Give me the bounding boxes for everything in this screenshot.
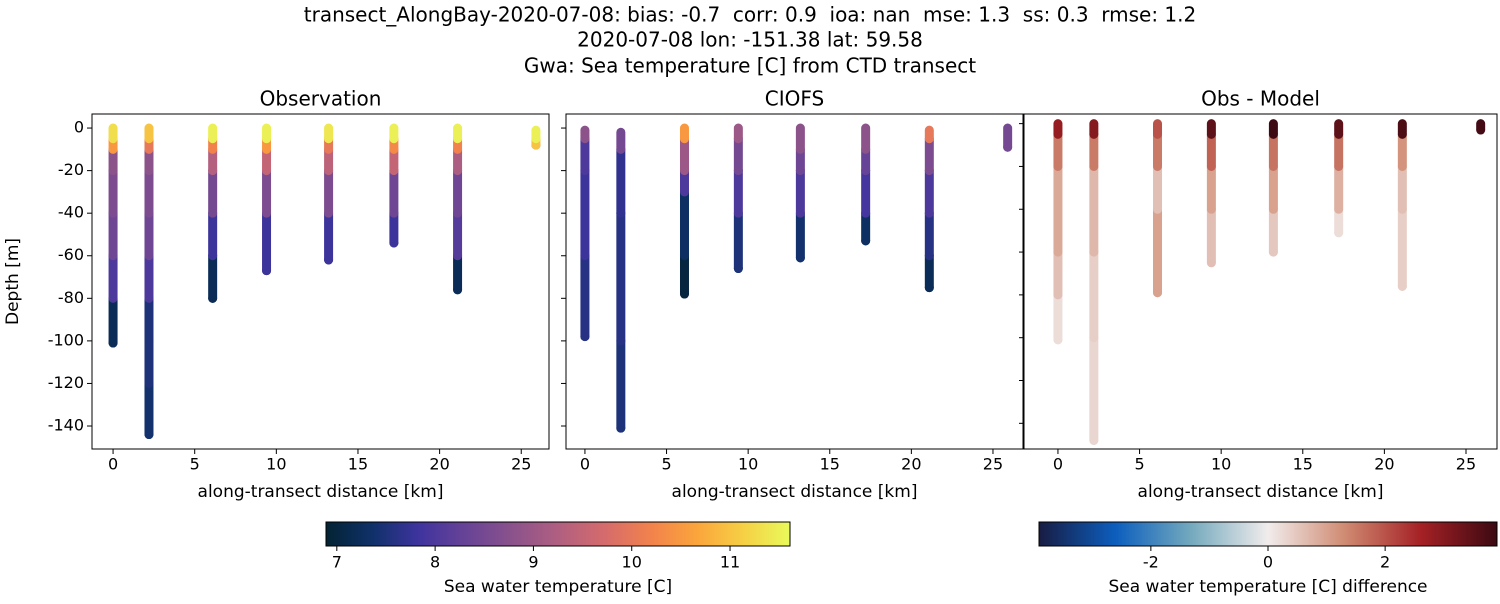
x-tick-label: 0 — [1053, 455, 1063, 474]
x-tick-label: 10 — [738, 455, 758, 474]
colorbar-label: Sea water temperature [C] — [444, 577, 672, 597]
x-tick-label: 25 — [1456, 455, 1476, 474]
x-tick-label: 5 — [661, 455, 671, 474]
colorbar-tick-label: 9 — [528, 553, 538, 572]
y-tick-label: -40 — [58, 203, 84, 222]
y-axis-label: Depth [m] — [3, 238, 23, 325]
y-tick-label: -140 — [48, 416, 84, 435]
y-tick-label: -20 — [58, 160, 84, 179]
colorbar-tick-label: 11 — [720, 553, 740, 572]
colorbar-tick-label: -2 — [1143, 553, 1159, 572]
colorbar-tick-label: 8 — [430, 553, 440, 572]
x-tick-label: 25 — [511, 455, 531, 474]
figure-title: transect_AlongBay-2020-07-08: bias: -0.7… — [304, 3, 1197, 27]
plot-frame — [91, 113, 550, 450]
x-tick-label: 10 — [1211, 455, 1231, 474]
panel-title: Obs - Model — [1201, 87, 1320, 111]
panel-title: Observation — [260, 87, 382, 111]
x-tick-label: 15 — [1293, 455, 1313, 474]
panel-title: CIOFS — [765, 87, 824, 111]
colorbar-tick-label: 0 — [1263, 553, 1273, 572]
x-tick-label: 0 — [580, 455, 590, 474]
x-tick-label: 5 — [190, 455, 200, 474]
x-axis-label: along-transect distance [km] — [198, 482, 444, 502]
x-tick-label: 10 — [266, 455, 286, 474]
y-tick-label: -80 — [58, 288, 84, 307]
plot-frame — [565, 113, 1024, 450]
colorbar — [325, 521, 791, 547]
colorbar — [1038, 521, 1498, 547]
plot-frame — [1023, 113, 1498, 450]
x-tick-label: 15 — [820, 455, 840, 474]
x-tick-label: 25 — [983, 455, 1003, 474]
x-axis-label: along-transect distance [km] — [1138, 482, 1384, 502]
y-tick-label: -120 — [48, 373, 84, 392]
figure-subtitle: 2020-07-08 lon: -151.38 lat: 59.58 — [577, 28, 923, 52]
x-tick-label: 5 — [1134, 455, 1144, 474]
y-tick-label: -100 — [48, 330, 84, 349]
x-tick-label: 20 — [901, 455, 921, 474]
x-tick-label: 20 — [1374, 455, 1394, 474]
y-tick-label: 0 — [74, 118, 84, 137]
x-tick-label: 20 — [429, 455, 449, 474]
colorbar-label: Sea water temperature [C] difference — [1108, 577, 1427, 597]
y-tick-label: -60 — [58, 245, 84, 264]
x-tick-label: 0 — [108, 455, 118, 474]
figure-subtitle: Gwa: Sea temperature [C] from CTD transe… — [524, 54, 976, 78]
x-tick-label: 15 — [348, 455, 368, 474]
colorbar-tick-label: 10 — [622, 553, 642, 572]
colorbar-tick-label: 7 — [332, 553, 342, 572]
colorbar-tick-label: 2 — [1380, 553, 1390, 572]
x-axis-label: along-transect distance [km] — [672, 482, 918, 502]
